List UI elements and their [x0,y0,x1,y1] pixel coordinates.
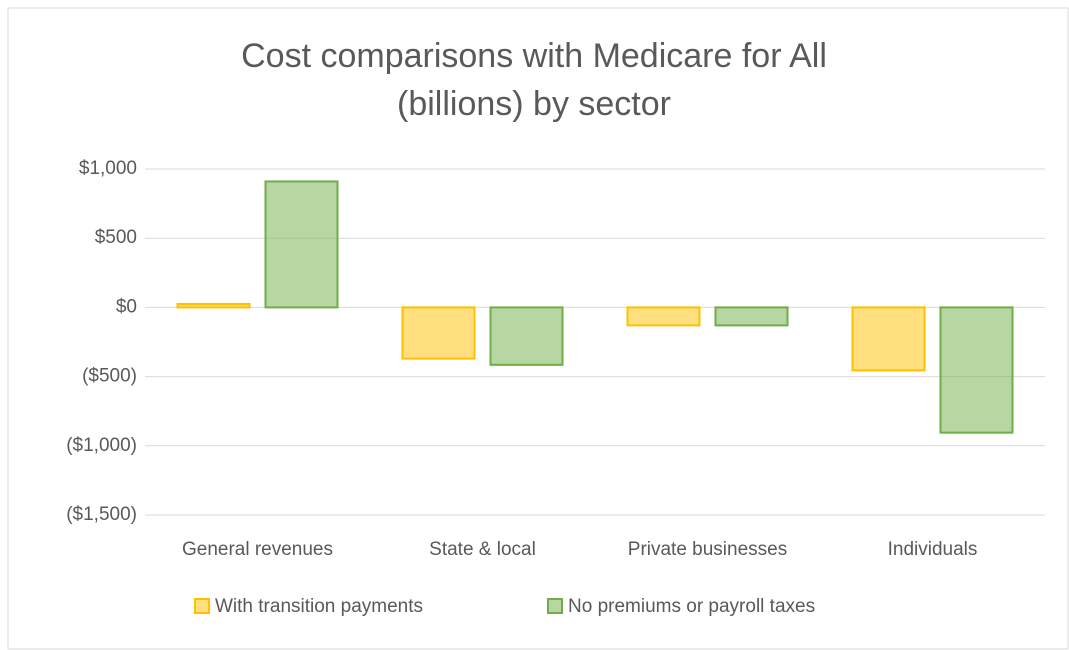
bar [264,180,339,309]
legend-swatch [194,598,210,614]
bar [939,306,1014,434]
chart-title: (billions) by sector [397,85,671,123]
x-tick-label: General revenues [182,539,333,560]
y-tick-label: $1,000 [79,158,137,179]
y-tick-label: ($1,500) [66,504,137,525]
y-tick-label: $500 [95,227,137,248]
bar [489,306,564,366]
legend-label: With transition payments [215,596,423,617]
bar [626,306,701,327]
bar [851,306,926,372]
chart-title: Cost comparisons with Medicare for All [241,37,827,75]
x-tick-label: State & local [429,539,536,560]
bar [401,306,476,360]
y-tick-label: ($500) [82,366,137,387]
bar [714,306,789,327]
x-tick-label: Private businesses [628,539,787,560]
bar [176,302,251,309]
legend-label: No premiums or payroll taxes [568,596,815,617]
legend-swatch [547,598,563,614]
y-tick-label: ($1,000) [66,435,137,456]
y-tick-label: $0 [116,296,137,317]
x-tick-label: Individuals [888,539,978,560]
